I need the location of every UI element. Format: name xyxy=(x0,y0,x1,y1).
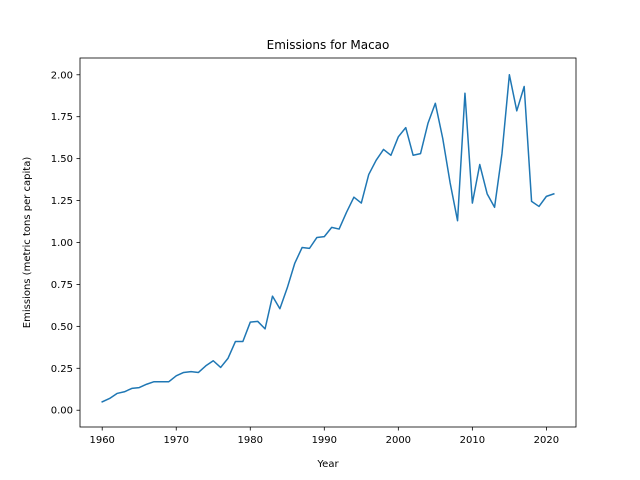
x-axis-label: Year xyxy=(316,459,339,470)
x-tick-label: 2020 xyxy=(534,435,559,446)
x-tick-label: 2000 xyxy=(386,435,411,446)
x-tick-label: 1970 xyxy=(164,435,189,446)
y-axis-label: Emissions (metric tons per capita) xyxy=(22,157,33,329)
x-tick-label: 2010 xyxy=(460,435,485,446)
y-tick-label: 1.75 xyxy=(51,112,73,123)
y-tick-label: 1.00 xyxy=(51,238,73,249)
y-tick-label: 1.25 xyxy=(51,196,73,207)
y-axis-ticks: 0.00 0.25 0.50 0.75 1.00 1.25 1.50 1.75 2.00 xyxy=(51,70,80,417)
y-tick-label: 0.00 xyxy=(51,406,73,417)
y-tick-label: 2.00 xyxy=(51,70,73,81)
x-tick-label: 1960 xyxy=(89,435,114,446)
y-tick-label: 0.25 xyxy=(51,364,73,375)
x-tick-label: 1980 xyxy=(238,435,263,446)
plot-frame xyxy=(79,57,577,428)
x-tick-label: 1990 xyxy=(312,435,337,446)
y-tick-label: 0.75 xyxy=(51,280,73,291)
series-line-emissions xyxy=(101,74,555,403)
plot-background xyxy=(80,58,576,427)
y-tick-label: 0.50 xyxy=(51,322,73,333)
chart-title: Emissions for Macao xyxy=(267,38,390,52)
x-axis-ticks: 1960 1970 1980 1990 2000 2010 2020 xyxy=(89,427,559,446)
y-tick-label: 1.50 xyxy=(51,154,73,165)
